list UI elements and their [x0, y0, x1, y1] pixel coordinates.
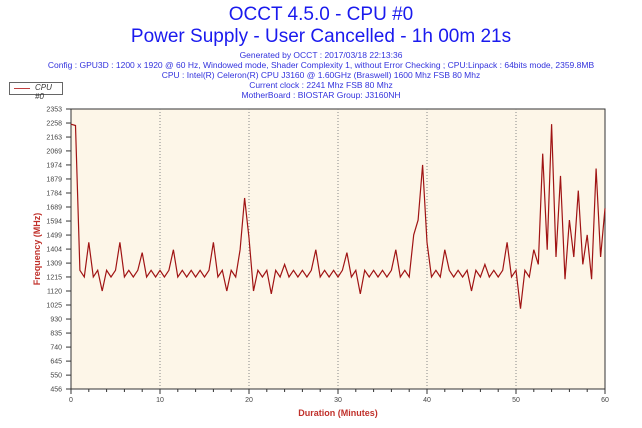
- y-tick-label: 550: [50, 373, 62, 380]
- y-tick-label: 456: [50, 387, 62, 394]
- series-line-cpu0: [70, 123, 606, 309]
- y-tick-label: 1309: [46, 261, 62, 268]
- y-tick-label: 2069: [46, 148, 62, 155]
- legend-swatch: [14, 88, 30, 89]
- info-clock: Current clock : 2241 Mhz FSB 80 Mhz: [249, 80, 393, 90]
- y-tick-label: 740: [50, 345, 62, 352]
- x-tick-label: 50: [512, 397, 520, 404]
- y-tick-label: 1879: [46, 176, 62, 183]
- y-tick-label: 645: [50, 359, 62, 366]
- legend-label: CPU #0: [35, 83, 52, 101]
- chart-title: OCCT 4.5.0 - CPU #0: [228, 4, 414, 25]
- info-cpu: CPU : Intel(R) Celeron(R) CPU J3160 @ 1.…: [161, 70, 481, 80]
- x-tick-label: 30: [334, 397, 342, 404]
- info-generated: Generated by OCCT : 2017/03/18 22:13:36: [239, 50, 403, 60]
- x-axis-label: Duration (Minutes): [298, 408, 378, 418]
- y-tick-label: 1594: [46, 219, 62, 226]
- x-tick-label: 40: [423, 397, 431, 404]
- y-tick-label: 930: [50, 317, 62, 324]
- y-tick-label: 1784: [46, 190, 62, 197]
- x-tick-label: 20: [245, 397, 253, 404]
- y-tick-label: 1499: [46, 233, 62, 240]
- info-motherboard: MotherBoard : BIOSTAR Group: J3160NH: [241, 90, 401, 100]
- x-tick-label: 60: [601, 397, 609, 404]
- y-tick-label: 2258: [46, 121, 62, 128]
- x-tick-label: 10: [156, 397, 164, 404]
- y-tick-label: 2353: [46, 107, 62, 114]
- y-tick-label: 835: [50, 331, 62, 338]
- legend: CPU #0: [9, 82, 63, 101]
- chart-subtitle: Power Supply - User Cancelled - 1h 00m 2…: [130, 26, 512, 47]
- info-config: Config : GPU3D : 1200 x 1920 @ 60 Hz, Wi…: [47, 60, 595, 70]
- y-tick-label: 1974: [46, 162, 62, 169]
- y-tick-label: 1215: [46, 274, 62, 281]
- y-tick-label: 1404: [46, 247, 62, 254]
- y-tick-label: 1689: [46, 205, 62, 212]
- plot-area: [70, 108, 606, 390]
- y-tick-label: 2163: [46, 135, 62, 142]
- x-tick-label: 0: [69, 397, 73, 404]
- y-tick-label: 1025: [46, 303, 62, 310]
- y-axis-label: Frequency (MHz): [32, 213, 42, 286]
- y-tick-label: 1120: [47, 288, 62, 295]
